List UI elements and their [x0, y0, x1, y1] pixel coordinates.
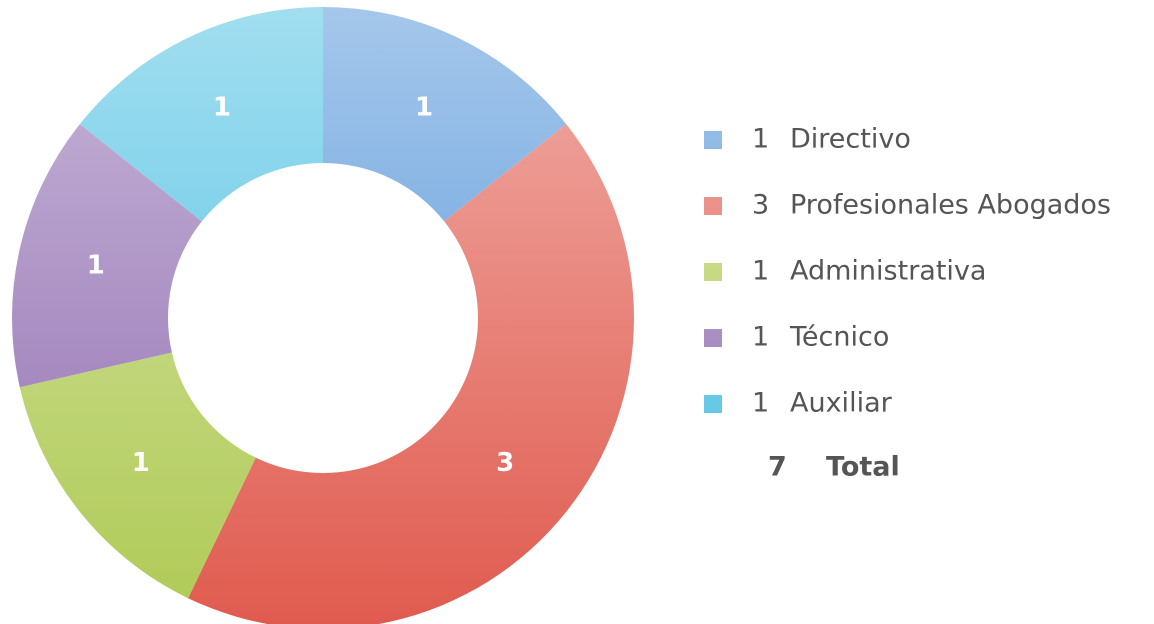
donut-slice	[11, 124, 202, 388]
legend-value: 1	[752, 256, 769, 287]
data-label: 3	[496, 448, 514, 478]
legend-swatch	[704, 197, 722, 215]
legend-label: Profesionales Abogados	[790, 190, 1111, 221]
data-label: 1	[87, 251, 105, 281]
legend-label: Auxiliar	[790, 388, 893, 419]
legend-label: Técnico	[789, 322, 889, 353]
legend-swatch	[704, 329, 722, 347]
total-value: 7	[768, 452, 787, 483]
legend-value: 1	[752, 124, 769, 155]
legend-value: 1	[752, 388, 769, 419]
legend-label: Administrativa	[790, 256, 986, 287]
donut-slice	[323, 7, 567, 222]
donut-slice	[188, 124, 634, 624]
legend-value: 3	[752, 190, 769, 221]
legend-label: Directivo	[790, 124, 911, 155]
data-label: 1	[415, 93, 433, 123]
legend-swatch	[704, 263, 722, 281]
data-label: 1	[213, 93, 231, 123]
legend-value: 1	[752, 322, 769, 353]
data-label: 1	[132, 448, 150, 478]
donut-slice	[19, 352, 256, 599]
legend-swatch	[704, 395, 722, 413]
total-label: Total	[826, 452, 900, 483]
legend-swatch	[704, 131, 722, 149]
donut-slice	[79, 7, 324, 222]
